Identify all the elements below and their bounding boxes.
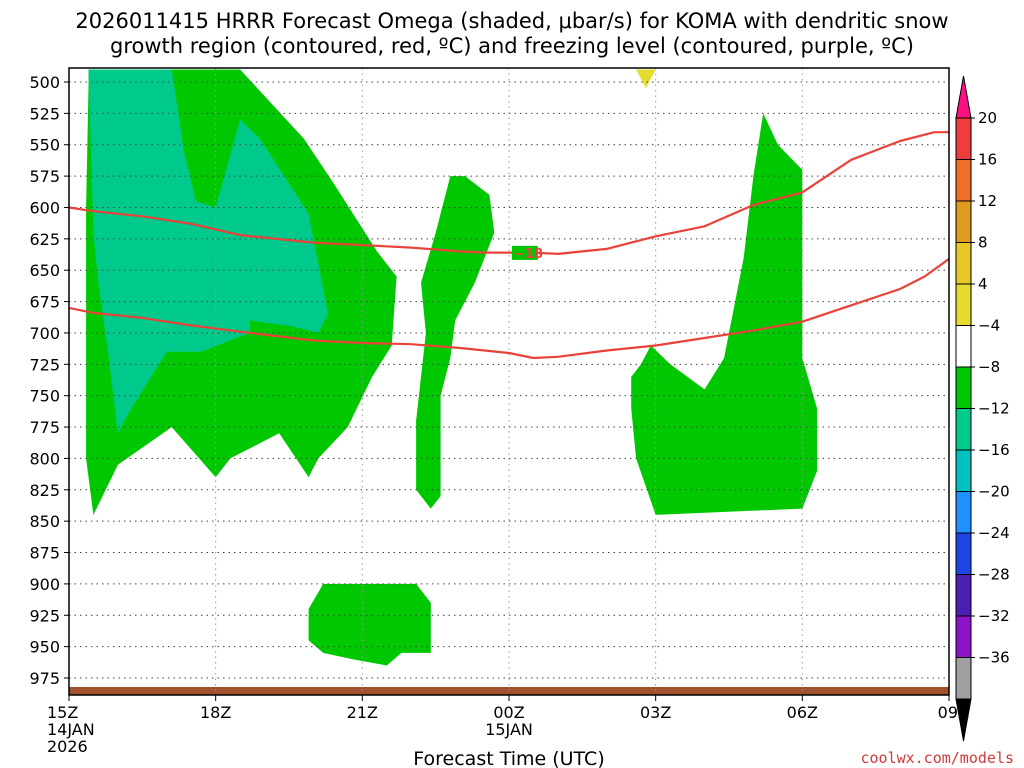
colorbar-top-arrow — [955, 75, 972, 119]
contour-label: −18 — [514, 247, 543, 262]
colorbar-tick-label: 16 — [978, 151, 997, 169]
x-axis-label: Forecast Time (UTC) — [413, 748, 604, 768]
colorbar-tick-label: −8 — [978, 358, 1000, 376]
omega-region-5 — [308, 583, 431, 666]
colorbar-swatch — [955, 574, 972, 617]
dgz-contour-2 — [69, 258, 949, 360]
colorbar-swatch — [955, 449, 972, 492]
x-tick-label: 15JAN — [485, 720, 533, 739]
y-tick-label: 850 — [29, 512, 60, 531]
y-tick-label: 975 — [29, 669, 60, 688]
y-tick-label: 875 — [29, 544, 60, 563]
y-tick-label: 500 — [29, 73, 60, 92]
colorbar-swatch — [955, 366, 972, 409]
omega-region-3 — [416, 176, 495, 509]
y-tick-label: 575 — [29, 167, 60, 186]
omega-shading — [86, 69, 817, 666]
colorbar-swatch — [955, 283, 972, 326]
dgz-contours: −18 — [69, 131, 949, 360]
contour-label-background — [511, 245, 538, 260]
omega-region-6 — [636, 69, 656, 89]
colorbar-swatch — [955, 242, 972, 285]
colorbar-swatch — [955, 615, 972, 658]
x-tick-label: 14JAN — [47, 720, 95, 739]
credit-text: coolwx.com/models — [860, 749, 1014, 767]
chart-title-line-2: growth region (contoured, red, ºC) and f… — [110, 34, 914, 58]
chart-title-line-1: 2026011415 HRRR Forecast Omega (shaded, … — [75, 9, 948, 33]
omega-region-2 — [88, 69, 329, 434]
colorbar-tick-label: −32 — [978, 607, 1010, 625]
colorbar-tick-label: 12 — [978, 192, 997, 210]
colorbar-tick-label: −20 — [978, 483, 1010, 501]
colorbar-tick-label: −4 — [978, 317, 1000, 335]
x-tick-label: 00Z — [493, 703, 524, 722]
y-tick-label: 825 — [29, 481, 60, 500]
y-tick-label: 800 — [29, 449, 60, 468]
colorbar-tick-label: −28 — [978, 566, 1010, 584]
colorbar-tick-label: −24 — [978, 524, 1010, 542]
y-tick-label: 900 — [29, 575, 60, 594]
y-tick-label: 950 — [29, 638, 60, 657]
y-tick-label: 750 — [29, 387, 60, 406]
x-tick-label: 21Z — [347, 703, 378, 722]
colorbar-swatch — [955, 325, 972, 368]
plot-grid — [69, 68, 949, 695]
colorbar-tick-label: 8 — [978, 234, 988, 252]
colorbar-tick-label: −12 — [978, 400, 1010, 418]
colorbar: 20 16 12 8 4 −4 −8 −12 −16 −20 −24 −28 −32 −36 — [955, 75, 1010, 742]
colorbar-tick-label: −36 — [978, 649, 1010, 667]
x-tick-label: 18Z — [200, 703, 231, 722]
omega-region-4 — [631, 113, 817, 515]
y-tick-label: 650 — [29, 261, 60, 280]
colorbar-swatch — [955, 159, 972, 202]
colorbar-swatch — [955, 657, 972, 700]
colorbar-swatch — [955, 117, 972, 160]
y-tick-label: 675 — [29, 293, 60, 312]
colorbar-swatch — [955, 532, 972, 575]
y-tick-label: 550 — [29, 136, 60, 155]
colorbar-swatch — [955, 200, 972, 243]
colorbar-bottom-arrow — [955, 698, 972, 742]
y-tick-label: 525 — [29, 104, 60, 123]
x-tick-label: 15Z — [47, 703, 78, 722]
y-tick-label: 725 — [29, 355, 60, 374]
x-tick-label: 06Z — [787, 703, 818, 722]
y-tick-label: 775 — [29, 418, 60, 437]
colorbar-tick-label: 20 — [978, 109, 997, 127]
y-tick-label: 700 — [29, 324, 60, 343]
y-tick-label: 625 — [29, 230, 60, 249]
y-axis-ticks: 500 525 550 575 600 625 650 675 700 725 750 775 800 8… — [29, 73, 69, 688]
y-tick-label: 925 — [29, 606, 60, 625]
colorbar-tick-label: 4 — [978, 275, 988, 293]
y-tick-label: 600 — [29, 198, 60, 217]
colorbar-swatch — [955, 408, 972, 451]
colorbar-tick-label: −16 — [978, 441, 1010, 459]
x-tick-label: 03Z — [640, 703, 671, 722]
colorbar-swatch — [955, 491, 972, 534]
x-tick-label: 2026 — [47, 737, 88, 756]
